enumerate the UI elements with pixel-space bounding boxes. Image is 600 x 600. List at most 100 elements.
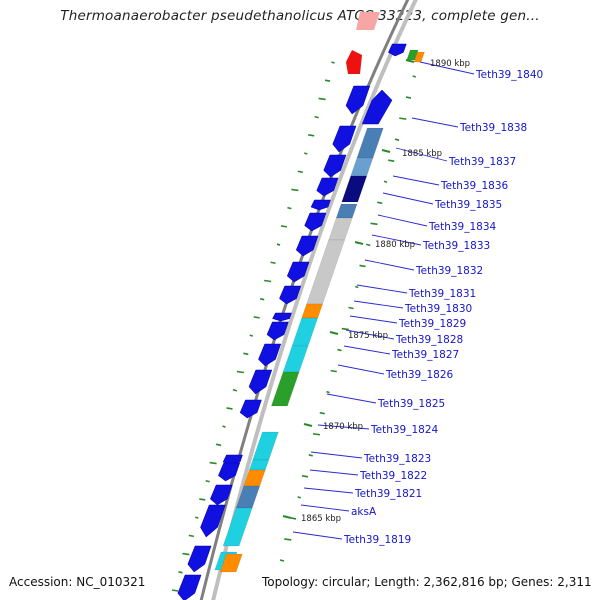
gene-arrow[interactable]	[279, 285, 302, 305]
kbp-label: 1870 kbp	[323, 422, 363, 432]
gc-tick	[178, 571, 183, 574]
kbp-tick	[282, 515, 292, 519]
gene-label[interactable]: Teth39_1833	[422, 240, 490, 252]
gc-tick	[399, 117, 407, 120]
gene-block[interactable]	[341, 175, 368, 203]
gene-arrow[interactable]	[361, 89, 393, 125]
gene-label[interactable]: Teth39_1829	[398, 318, 466, 330]
gc-tick	[377, 201, 383, 205]
gene-arrow[interactable]	[272, 312, 292, 322]
gene-arrow[interactable]	[286, 261, 310, 283]
kbp-ruler: 1890 kbp 1885 kbp 1880 kbp 1875 kbp 1870 kbp…	[282, 59, 470, 524]
gene-arrow[interactable]	[295, 235, 319, 257]
gene-arrow[interactable]	[177, 574, 202, 600]
gene-label[interactable]: Teth39_1825	[377, 398, 445, 410]
gene-arrow[interactable]	[258, 343, 282, 367]
gene-arrow[interactable]	[388, 43, 407, 57]
gc-tick	[312, 432, 321, 436]
kbp-tick	[329, 331, 339, 335]
gene-arrow[interactable]	[187, 545, 212, 573]
gene-track	[177, 12, 425, 600]
gene-arrow[interactable]	[200, 504, 226, 538]
callout-line	[364, 259, 415, 271]
gc-tick	[301, 475, 309, 478]
gene-block[interactable]	[301, 303, 323, 319]
gc-tick	[366, 243, 371, 247]
callout-line	[349, 315, 398, 324]
gene-block[interactable]	[350, 157, 374, 177]
gene-label[interactable]: Teth39_1831	[408, 288, 476, 300]
gene-label[interactable]: Teth39_1840	[475, 69, 543, 81]
gc-tick	[297, 496, 302, 499]
gc-tick	[354, 285, 359, 289]
gene-block[interactable]	[291, 317, 319, 347]
gene-arrow[interactable]	[266, 321, 289, 341]
gc-tick	[215, 443, 222, 447]
kbp-tick	[381, 149, 391, 153]
callout-line	[377, 214, 428, 227]
gene-block[interactable]	[282, 345, 309, 373]
gene-arrow[interactable]	[304, 212, 327, 232]
gene-block[interactable]	[222, 507, 253, 547]
kbp-tick	[354, 241, 364, 245]
gene-block[interactable]	[335, 203, 358, 219]
feature-block[interactable]	[356, 12, 380, 30]
gene-arrow[interactable]	[209, 484, 233, 506]
gene-label[interactable]: Teth39_1834	[428, 221, 497, 233]
gene-block[interactable]	[271, 371, 300, 407]
genome-backbone	[199, 0, 410, 600]
gc-tick	[330, 369, 337, 373]
gene-arrow[interactable]	[218, 462, 241, 482]
gc-tick	[182, 552, 190, 556]
gene-block[interactable]	[248, 459, 270, 471]
gene-label[interactable]: Teth39_1835	[434, 199, 502, 211]
gene-block[interactable]	[356, 127, 384, 159]
gc-tick	[394, 138, 400, 141]
kbp-tick	[303, 423, 313, 427]
gene-block[interactable]	[219, 553, 243, 573]
gene-arrow[interactable]	[248, 369, 273, 395]
gene-arrow[interactable]	[332, 125, 357, 153]
gc-tick	[270, 261, 276, 265]
callout-line	[337, 364, 385, 375]
gc-tick	[326, 390, 330, 394]
kbp-tick	[405, 59, 415, 63]
gc-tick	[171, 589, 179, 592]
gene-block[interactable]	[328, 217, 353, 241]
gc-tick	[284, 538, 292, 541]
gene-label[interactable]: Teth39_1827	[391, 349, 459, 361]
gene-arrow[interactable]	[310, 199, 331, 211]
gc-tick	[287, 206, 292, 210]
gene-label[interactable]: Teth39_1830	[404, 303, 472, 315]
rna-feature[interactable]	[346, 50, 362, 74]
gene-callouts: Teth39_1840 Teth39_1838 Teth39_1837 Teth39_…	[292, 61, 543, 546]
callout-line	[371, 234, 422, 246]
gene-label[interactable]: Teth39_1826	[385, 369, 454, 381]
gene-label[interactable]: Teth39_1837	[448, 156, 516, 168]
gene-label[interactable]: Teth39_1821	[354, 488, 422, 500]
gc-tick	[412, 75, 417, 78]
callout-line	[310, 451, 363, 459]
gene-arrow[interactable]	[323, 154, 347, 178]
gene-arrow[interactable]	[345, 85, 371, 115]
gene-label[interactable]: Teth39_1819	[343, 534, 411, 546]
gc-tick	[226, 407, 233, 410]
gene-label[interactable]: Teth39_1822	[359, 470, 427, 482]
callout-line	[292, 531, 343, 540]
gene-label[interactable]: Teth39_1823	[363, 453, 431, 465]
gc-tick	[290, 517, 297, 520]
gene-label[interactable]: Teth39_1832	[415, 265, 483, 277]
callout-line	[300, 504, 350, 512]
kbp-label: 1875 kbp	[348, 331, 388, 341]
kbp-label: 1865 kbp	[301, 514, 341, 524]
gene-label[interactable]: aksA	[351, 506, 377, 518]
gene-label[interactable]: Teth39_1828	[395, 334, 463, 346]
gc-tick	[308, 134, 315, 137]
gene-label[interactable]: Teth39_1824	[370, 424, 439, 436]
gene-arrow[interactable]	[316, 177, 339, 197]
gene-label[interactable]: Teth39_1838	[459, 122, 527, 134]
gc-tick	[188, 534, 195, 538]
gene-label[interactable]: Teth39_1836	[440, 180, 509, 192]
gene-arrow[interactable]	[239, 399, 262, 419]
